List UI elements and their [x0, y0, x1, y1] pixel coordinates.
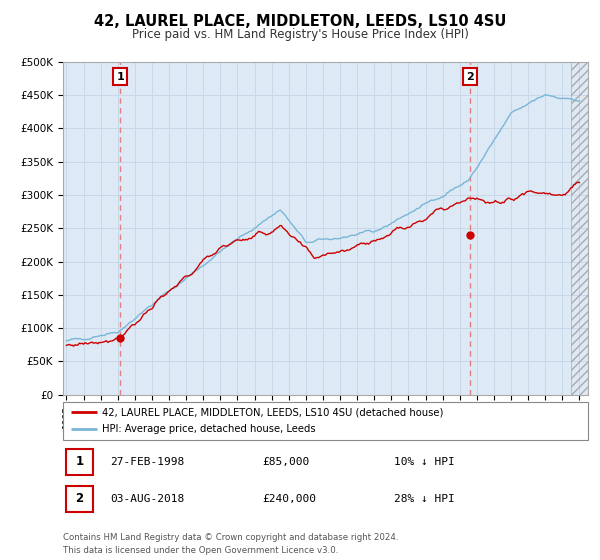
Text: Price paid vs. HM Land Registry's House Price Index (HPI): Price paid vs. HM Land Registry's House …: [131, 28, 469, 41]
Text: 42, LAUREL PLACE, MIDDLETON, LEEDS, LS10 4SU (detached house): 42, LAUREL PLACE, MIDDLETON, LEEDS, LS10…: [103, 407, 444, 417]
Text: 28% ↓ HPI: 28% ↓ HPI: [394, 494, 455, 503]
Text: 42, LAUREL PLACE, MIDDLETON, LEEDS, LS10 4SU: 42, LAUREL PLACE, MIDDLETON, LEEDS, LS10…: [94, 14, 506, 29]
Text: This data is licensed under the Open Government Licence v3.0.: This data is licensed under the Open Gov…: [63, 546, 338, 555]
Text: 2: 2: [75, 492, 83, 505]
Text: £85,000: £85,000: [263, 457, 310, 466]
Text: HPI: Average price, detached house, Leeds: HPI: Average price, detached house, Leed…: [103, 424, 316, 434]
Text: 1: 1: [75, 455, 83, 468]
Text: 27-FEB-1998: 27-FEB-1998: [110, 457, 185, 466]
Text: 1: 1: [116, 72, 124, 82]
Text: 10% ↓ HPI: 10% ↓ HPI: [394, 457, 455, 466]
Text: 2: 2: [466, 72, 473, 82]
Text: £240,000: £240,000: [263, 494, 317, 503]
FancyBboxPatch shape: [65, 486, 93, 512]
Text: 03-AUG-2018: 03-AUG-2018: [110, 494, 185, 503]
Text: Contains HM Land Registry data © Crown copyright and database right 2024.: Contains HM Land Registry data © Crown c…: [63, 533, 398, 542]
FancyBboxPatch shape: [65, 449, 93, 475]
